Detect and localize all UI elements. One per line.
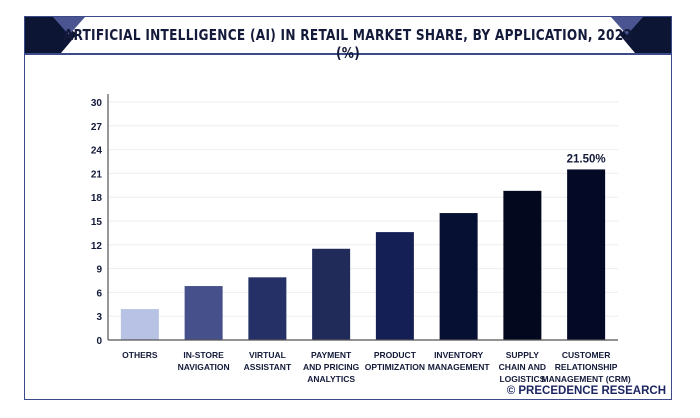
bar xyxy=(439,213,478,340)
x-tick-label: MANAGEMENT xyxy=(428,362,491,372)
chart-title: ARTIFICIAL INTELLIGENCE (AI) IN RETAIL M… xyxy=(63,26,633,62)
x-tick-label: PRODUCT xyxy=(374,350,417,360)
watermark: © PRECEDENCE RESEARCH xyxy=(507,385,666,397)
bar xyxy=(312,248,351,340)
banner-decoration xyxy=(25,17,671,53)
x-tick-label: ANALYTICS xyxy=(307,374,355,384)
bar xyxy=(567,169,606,340)
y-tick-label: 15 xyxy=(91,217,103,228)
x-tick-label: NAVIGATION xyxy=(178,362,230,372)
x-tick-label: PAYMENT xyxy=(311,350,352,360)
y-tick-label: 12 xyxy=(91,241,103,252)
x-tick-label: OTHERS xyxy=(122,350,158,360)
x-tick-label: AND PRICING xyxy=(303,362,360,372)
x-tick-label: MANAGEMENT (CRM) xyxy=(542,374,631,384)
x-tick-label: CUSTOMER xyxy=(562,350,611,360)
bar xyxy=(184,286,223,340)
y-tick-label: 9 xyxy=(96,265,102,276)
x-tick-label: RELATIONSHIP xyxy=(555,362,618,372)
x-tick-label: IN-STORE xyxy=(183,350,224,360)
x-tick-label: LOGISTICS xyxy=(499,374,545,384)
x-tick-label: INVENTORY xyxy=(434,350,483,360)
bar xyxy=(503,190,542,340)
x-tick-label: ASSISTANT xyxy=(244,362,292,372)
title-banner: ARTIFICIAL INTELLIGENCE (AI) IN RETAIL M… xyxy=(25,17,671,62)
x-tick-label: CHAIN AND xyxy=(499,362,546,372)
x-tick-label: OPTIMIZATION xyxy=(365,362,425,372)
x-tick-label: VIRTUAL xyxy=(249,350,286,360)
y-tick-label: 24 xyxy=(91,146,103,157)
data-label: 21.50% xyxy=(567,153,606,165)
bar xyxy=(375,232,414,340)
y-tick-label: 21 xyxy=(91,169,103,180)
y-tick-label: 30 xyxy=(91,98,103,109)
banner-right-light xyxy=(611,17,643,35)
y-tick-label: 6 xyxy=(96,288,102,299)
y-tick-label: 0 xyxy=(96,336,102,347)
y-tick-label: 18 xyxy=(91,193,103,204)
y-tick-label: 27 xyxy=(91,122,103,133)
bar xyxy=(248,277,287,340)
x-tick-label: SUPPLY xyxy=(506,350,540,360)
banner-left-light xyxy=(53,17,85,35)
bar xyxy=(120,309,159,340)
y-tick-label: 3 xyxy=(96,312,102,323)
